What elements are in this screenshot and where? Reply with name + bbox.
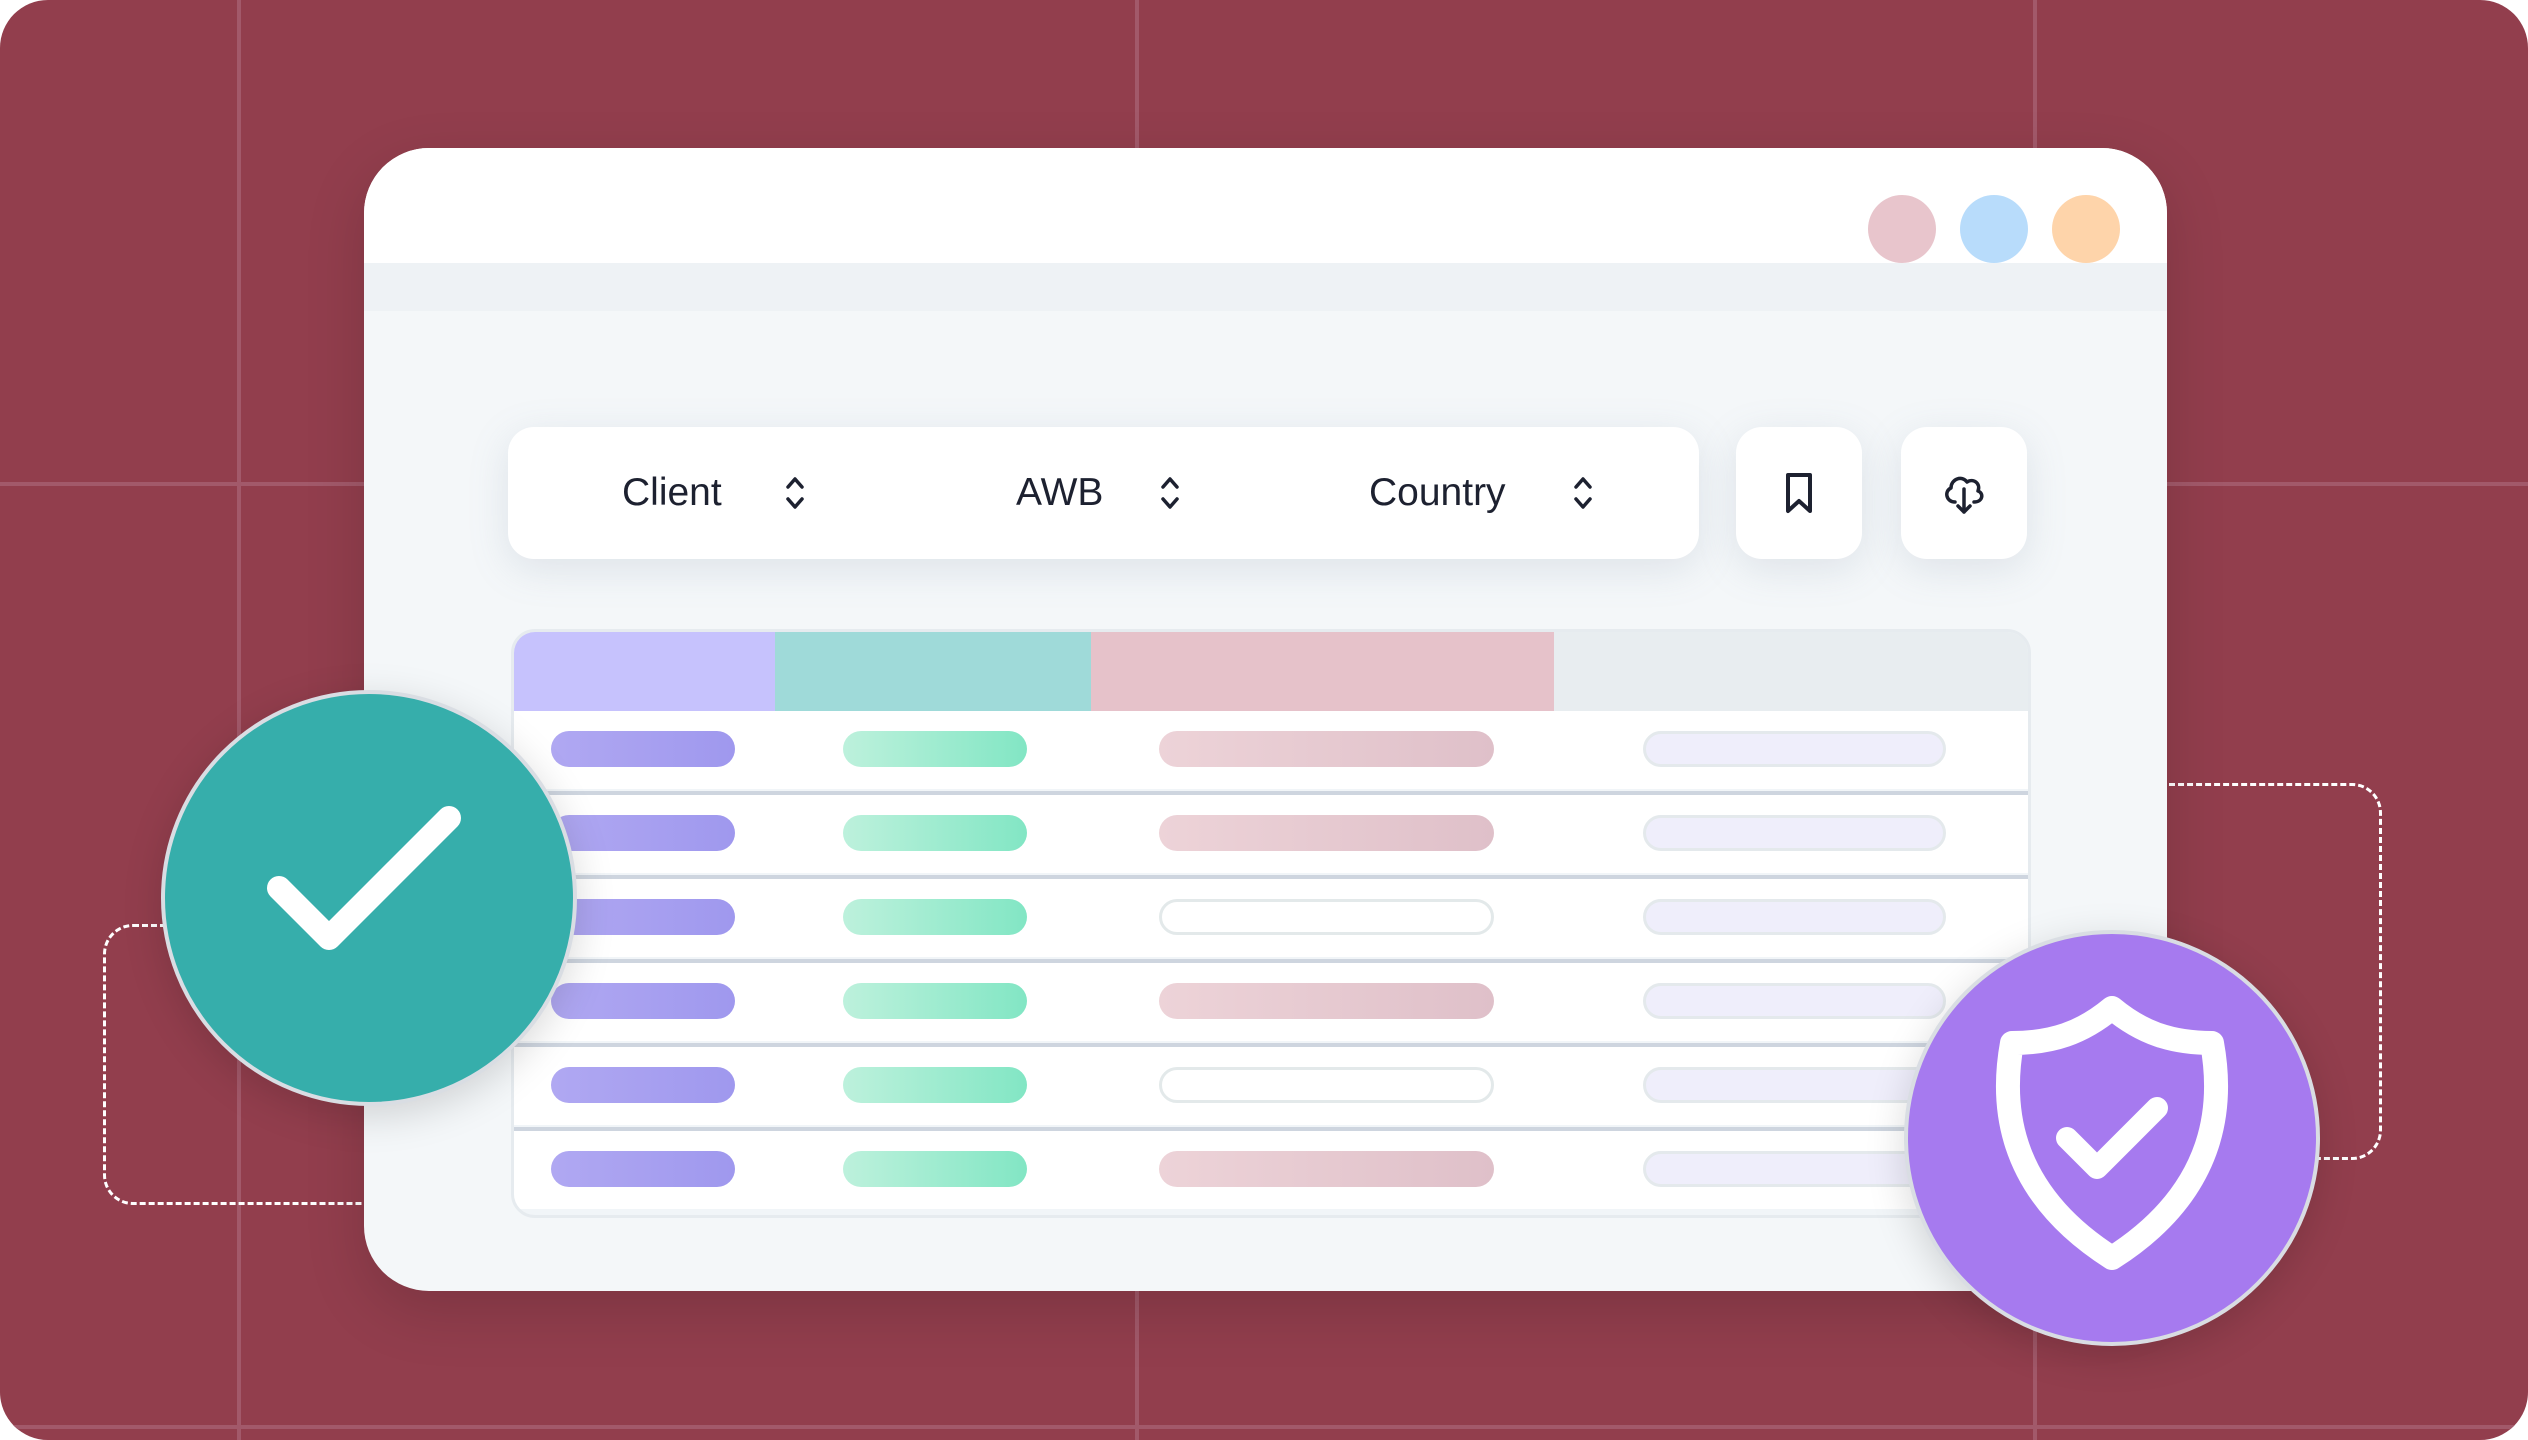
window-dot-maximize[interactable]: [2052, 195, 2120, 263]
table-row[interactable]: [514, 711, 2028, 789]
data-table: [511, 629, 2031, 1218]
extra-cell-placeholder: [1643, 1067, 1946, 1103]
window-dot-close[interactable]: [1868, 195, 1936, 263]
sort-icon[interactable]: [1158, 473, 1182, 513]
country-cell-placeholder: [1159, 815, 1494, 851]
table-row[interactable]: [514, 963, 2028, 1041]
country-cell-placeholder: [1159, 731, 1494, 767]
checkmark-icon: [267, 806, 461, 950]
app-window: Client AWB Country: [364, 148, 2167, 1291]
grid-line: [0, 1425, 2528, 1429]
column-sort-bar: Client AWB Country: [508, 427, 1699, 559]
extra-cell-placeholder: [1643, 899, 1946, 935]
sort-icon[interactable]: [1571, 473, 1595, 513]
bookmark-button[interactable]: [1736, 427, 1862, 559]
header-cell-awb[interactable]: [775, 632, 1091, 711]
table-row[interactable]: [514, 795, 2028, 873]
client-cell-placeholder: [551, 815, 735, 851]
awb-cell-placeholder: [843, 815, 1027, 851]
extra-cell-placeholder: [1643, 815, 1946, 851]
title-bar: [364, 148, 2167, 263]
success-badge: [161, 690, 577, 1106]
address-strip: [364, 263, 2167, 311]
grid-line: [237, 0, 241, 1440]
row-divider: [514, 1127, 2028, 1131]
table-row[interactable]: [514, 879, 2028, 957]
awb-cell-placeholder: [843, 983, 1027, 1019]
header-cell-client[interactable]: [514, 632, 775, 711]
sort-icon[interactable]: [783, 473, 807, 513]
row-divider: [514, 791, 2028, 795]
bookmark-icon: [1786, 473, 1812, 513]
row-divider: [514, 959, 2028, 963]
client-cell-placeholder: [551, 1067, 735, 1103]
download-button[interactable]: [1901, 427, 2027, 559]
window-dot-minimize[interactable]: [1960, 195, 2028, 263]
extra-cell-placeholder: [1643, 731, 1946, 767]
awb-cell-placeholder: [843, 1151, 1027, 1187]
awb-cell-placeholder: [843, 899, 1027, 935]
country-cell-placeholder: [1159, 1067, 1494, 1103]
awb-cell-placeholder: [843, 1067, 1027, 1103]
table-row[interactable]: [514, 1047, 2028, 1125]
sort-label: AWB: [1016, 471, 1104, 514]
sort-country[interactable]: Country: [1369, 427, 1506, 559]
country-cell-placeholder: [1159, 983, 1494, 1019]
security-badge: [1904, 930, 2320, 1346]
sort-label: Client: [622, 471, 722, 514]
country-cell-placeholder: [1159, 1151, 1494, 1187]
row-divider: [514, 875, 2028, 879]
client-cell-placeholder: [551, 1151, 735, 1187]
header-cell-country[interactable]: [1091, 632, 1554, 711]
extra-cell-placeholder: [1643, 983, 1946, 1019]
client-cell-placeholder: [551, 731, 735, 767]
client-cell-placeholder: [551, 899, 735, 935]
table-row[interactable]: [514, 1131, 2028, 1209]
sort-awb[interactable]: AWB: [1016, 427, 1103, 559]
shield-check-icon: [1995, 996, 2229, 1270]
extra-cell-placeholder: [1643, 1151, 1946, 1187]
sort-client[interactable]: Client: [622, 427, 722, 559]
client-cell-placeholder: [551, 983, 735, 1019]
header-cell-extra: [1554, 632, 2028, 711]
country-cell-placeholder: [1159, 899, 1494, 935]
sort-label: Country: [1369, 471, 1506, 514]
awb-cell-placeholder: [843, 731, 1027, 767]
cloud-download-icon: [1945, 476, 1984, 514]
row-divider: [514, 1043, 2028, 1047]
